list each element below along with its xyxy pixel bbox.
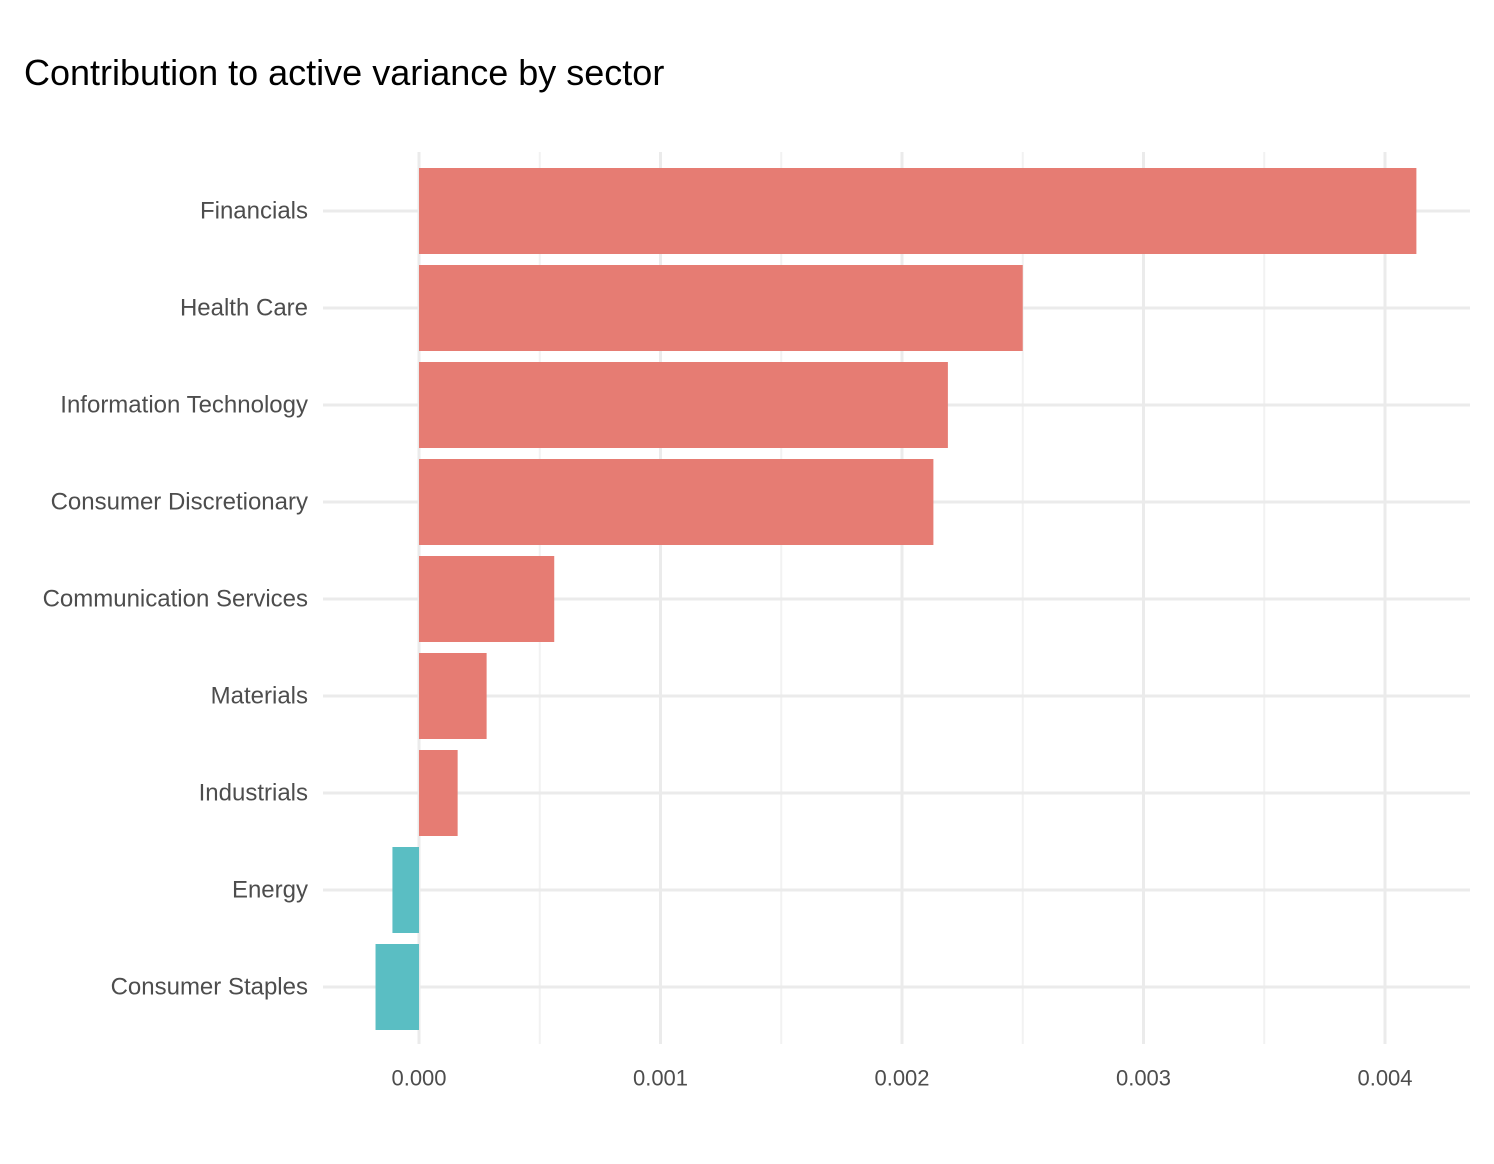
y-tick-label: Information Technology — [60, 392, 308, 419]
y-tick-label: Consumer Discretionary — [51, 489, 308, 516]
bar-consumer-discretionary — [419, 459, 934, 545]
bar-health-care — [419, 265, 1023, 351]
y-tick-label: Financials — [200, 198, 308, 225]
bar-energy — [392, 847, 419, 933]
chart-title: Contribution to active variance by secto… — [24, 52, 665, 93]
bar-information-technology — [419, 362, 948, 448]
y-tick-label: Industrials — [199, 780, 308, 807]
y-tick-label: Consumer Staples — [111, 974, 308, 1001]
y-tick-label: Energy — [232, 877, 308, 904]
y-tick-label: Materials — [211, 683, 308, 710]
x-tick-label: 0.002 — [874, 1066, 929, 1091]
y-tick-label: Health Care — [180, 295, 308, 322]
x-tick-label: 0.001 — [633, 1066, 688, 1091]
bar-materials — [419, 653, 487, 739]
x-tick-label: 0.003 — [1116, 1066, 1171, 1091]
y-tick-label: Communication Services — [43, 586, 308, 613]
x-tick-label: 0.004 — [1357, 1066, 1412, 1091]
x-tick-label: 0.000 — [391, 1066, 446, 1091]
bar-industrials — [419, 750, 458, 836]
bar-financials — [419, 168, 1417, 254]
bar-consumer-staples — [375, 944, 419, 1030]
bar-communication-services — [419, 556, 555, 642]
